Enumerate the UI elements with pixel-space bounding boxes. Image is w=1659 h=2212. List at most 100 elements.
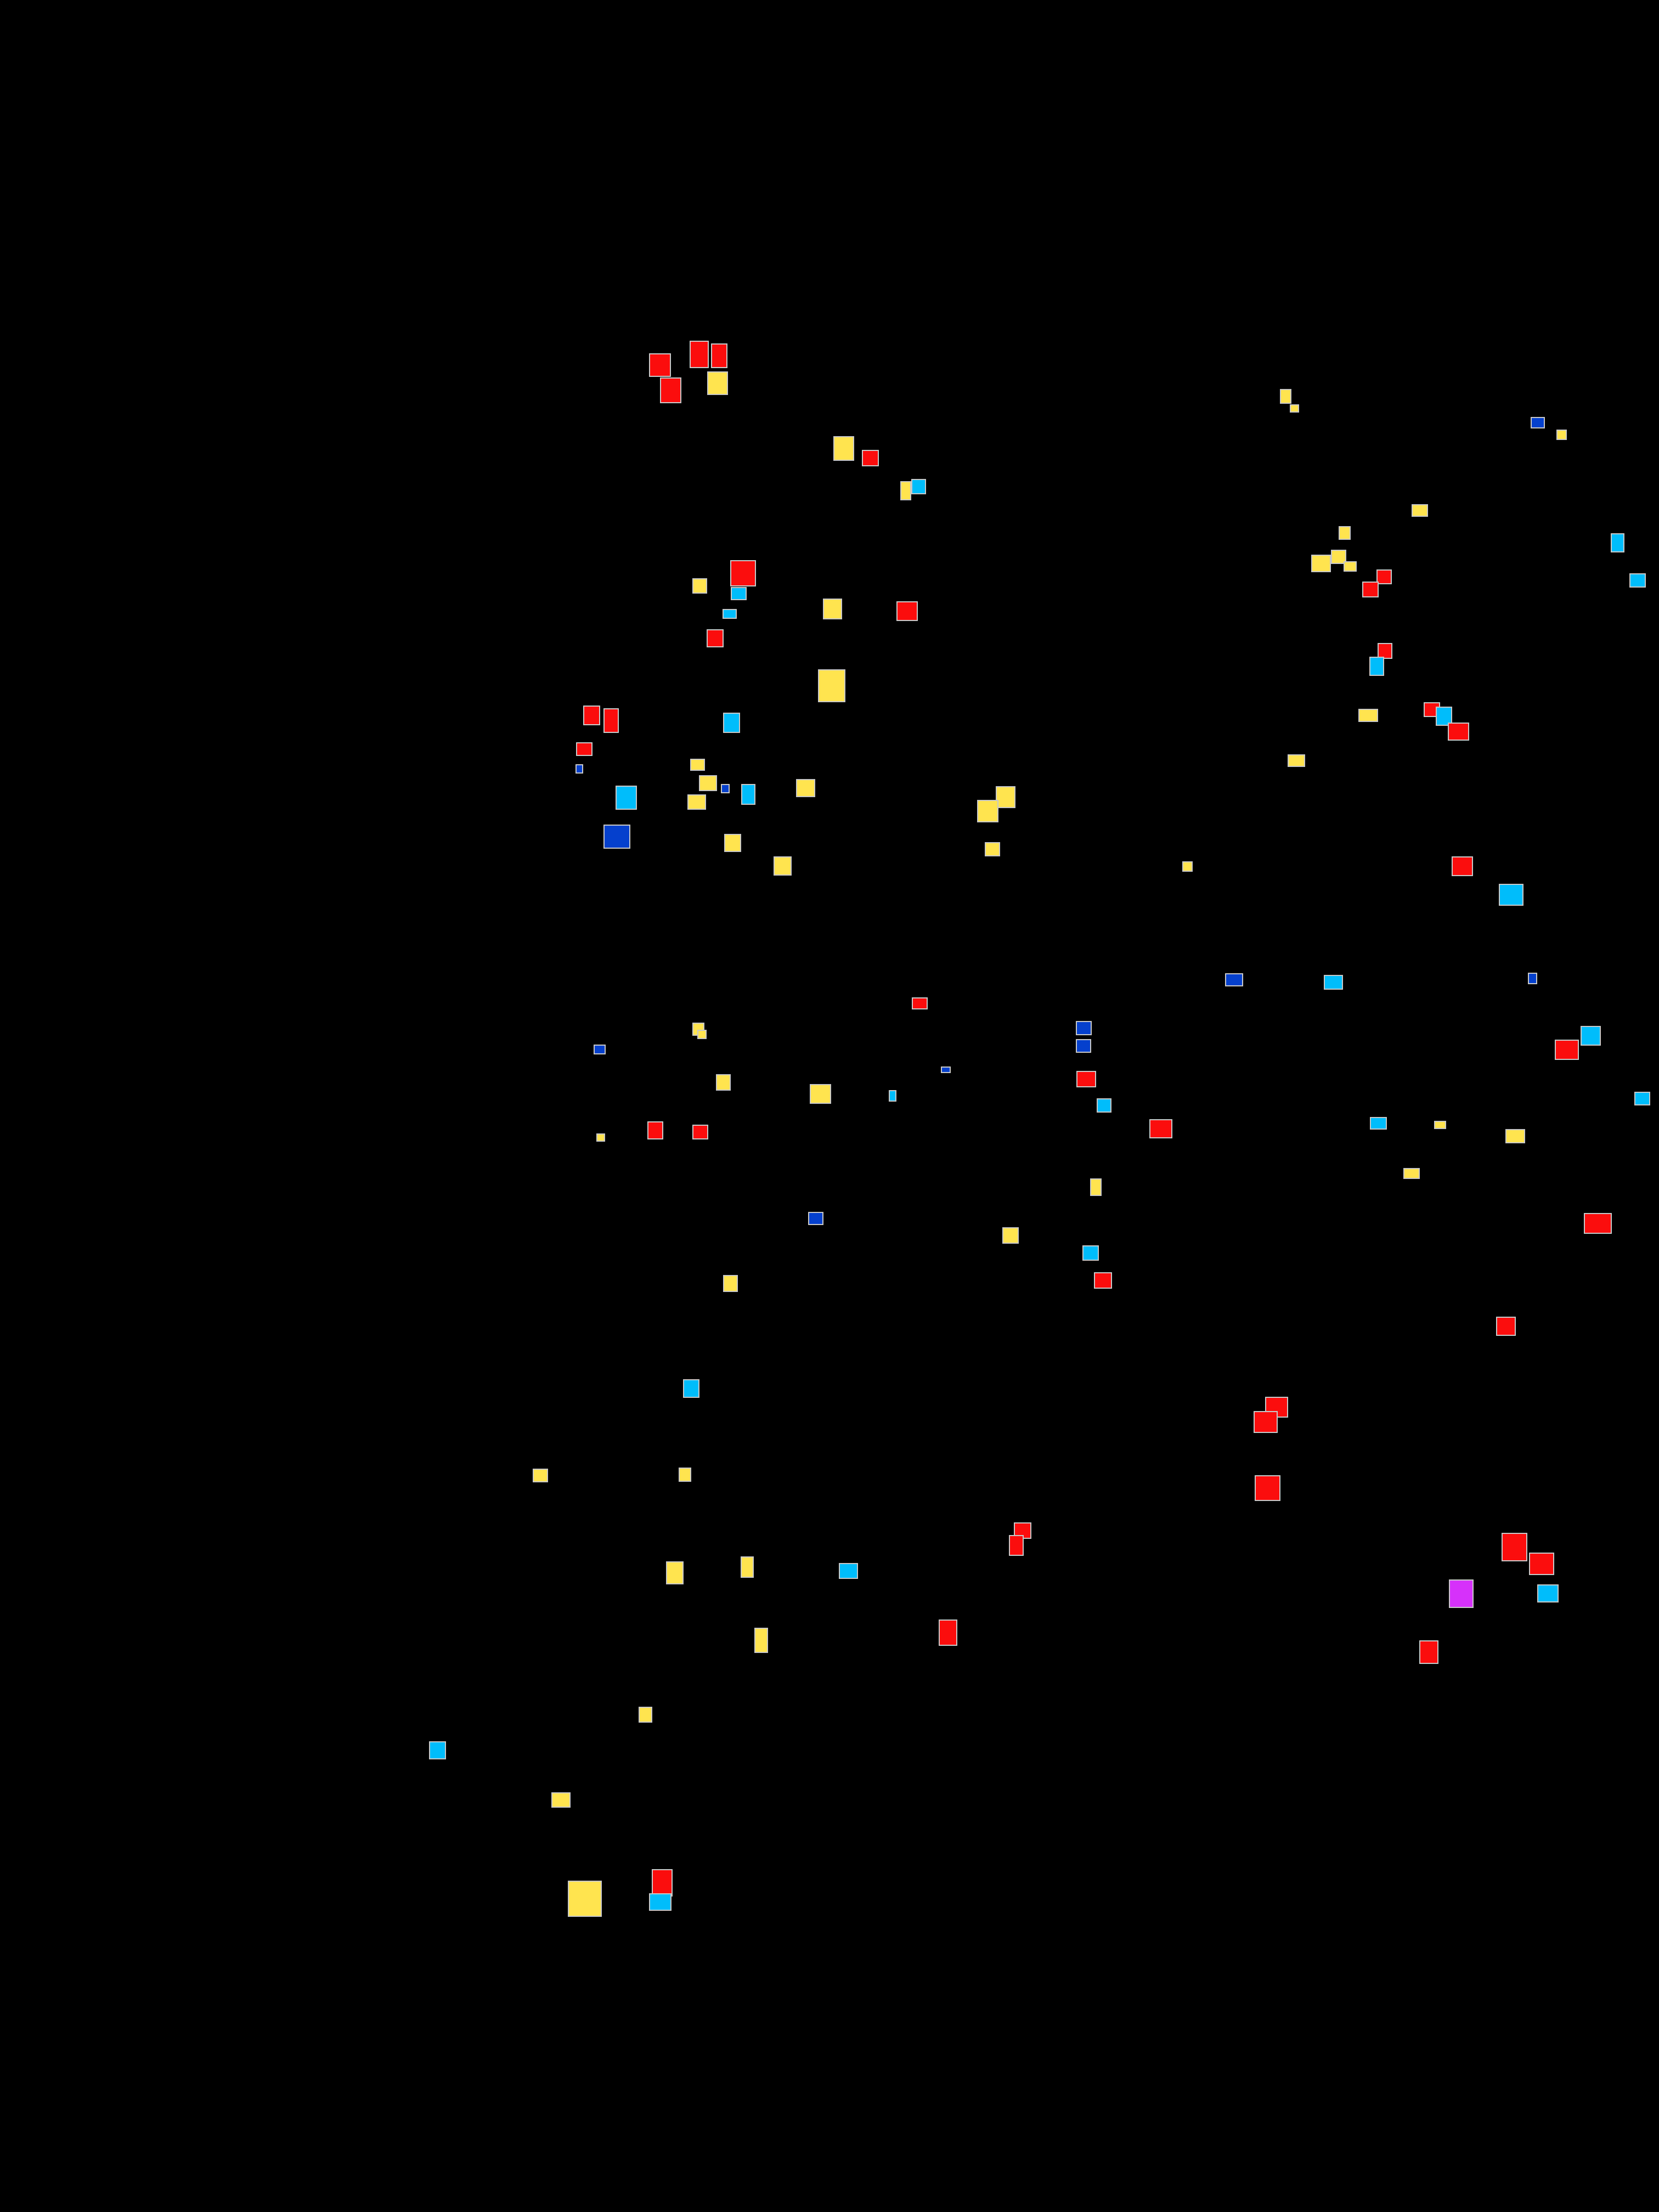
red-square [652, 1869, 673, 1897]
red-square [1502, 1533, 1527, 1561]
red-square [1149, 1119, 1172, 1138]
yellow-square [1288, 754, 1305, 767]
cyan-square [1499, 884, 1523, 906]
red-square [1529, 1553, 1554, 1575]
red-square [603, 708, 619, 733]
cyan-square [839, 1563, 858, 1579]
yellow-square [697, 1030, 707, 1039]
yellow-square [1002, 1227, 1019, 1244]
red-square [912, 997, 928, 1009]
yellow-square [723, 1275, 738, 1292]
yellow-square [1290, 404, 1299, 413]
cyan-square [429, 1741, 446, 1759]
red-square [707, 629, 724, 647]
yellow-square [1331, 550, 1346, 564]
yellow-square [900, 481, 911, 500]
blue-square [1225, 973, 1243, 986]
blue-square [941, 1066, 951, 1073]
red-square [939, 1620, 957, 1646]
blue-square [575, 764, 583, 774]
yellow-square [568, 1881, 602, 1917]
red-square [896, 601, 918, 621]
yellow-square [818, 669, 845, 702]
yellow-square [1344, 561, 1357, 572]
yellow-square [1412, 504, 1428, 517]
blue-square [1076, 1039, 1091, 1053]
yellow-square [1311, 555, 1331, 572]
red-square [1376, 569, 1392, 584]
red-square [1448, 723, 1469, 741]
blue-square [721, 784, 730, 793]
red-square [1094, 1272, 1112, 1289]
red-square [649, 353, 671, 377]
magenta-square [1449, 1579, 1474, 1608]
yellow-square [724, 834, 741, 852]
red-square [647, 1121, 663, 1139]
red-square [711, 343, 727, 368]
yellow-square [1434, 1121, 1446, 1129]
cyan-square [683, 1379, 699, 1398]
red-square [862, 450, 879, 466]
yellow-square [1280, 389, 1291, 404]
yellow-square [1403, 1168, 1420, 1179]
yellow-square [596, 1133, 605, 1142]
blue-square [1531, 417, 1545, 428]
yellow-square [810, 1084, 831, 1104]
yellow-square [692, 578, 707, 594]
yellow-square [1358, 709, 1378, 722]
cyan-square [649, 1893, 672, 1911]
cyan-square [723, 713, 740, 733]
yellow-square [679, 1468, 691, 1482]
red-square [1076, 1071, 1096, 1087]
blue-square [594, 1045, 606, 1054]
yellow-square [666, 1561, 684, 1584]
red-square [690, 341, 709, 368]
blue-square [1528, 973, 1537, 984]
red-square [1496, 1317, 1516, 1336]
cyan-square [1611, 533, 1624, 552]
cyan-square [1537, 1584, 1559, 1602]
cyan-square [741, 784, 755, 805]
yellow-square [639, 1707, 652, 1723]
cyan-square [1369, 657, 1384, 676]
cyan-square [1097, 1098, 1111, 1113]
yellow-square [699, 775, 717, 791]
cyan-square [616, 786, 637, 810]
yellow-square [823, 599, 842, 619]
cyan-square [889, 1090, 896, 1102]
yellow-square [977, 800, 998, 822]
cyan-square [1370, 1117, 1387, 1130]
red-square [1452, 856, 1473, 876]
yellow-square [833, 436, 854, 461]
yellow-square [754, 1628, 768, 1653]
red-square [1584, 1213, 1612, 1234]
yellow-square [741, 1556, 754, 1578]
yellow-square [774, 856, 792, 876]
red-square [1419, 1640, 1438, 1664]
red-square [576, 742, 592, 756]
blue-square [1076, 1021, 1092, 1035]
yellow-square [1339, 526, 1351, 540]
red-square [1255, 1475, 1280, 1501]
cyan-square [723, 609, 737, 619]
yellow-square [687, 794, 706, 810]
red-square [1009, 1535, 1024, 1556]
yellow-square [996, 786, 1015, 808]
red-square [1378, 643, 1392, 659]
yellow-square [1505, 1129, 1525, 1143]
blue-square [808, 1212, 823, 1225]
cyan-square [1082, 1245, 1099, 1261]
red-square [583, 706, 600, 725]
cyan-square [1581, 1026, 1601, 1046]
yellow-square [1090, 1178, 1102, 1196]
yellow-square [707, 371, 728, 395]
red-square [1362, 582, 1379, 597]
cyan-square [911, 479, 926, 494]
yellow-square [1182, 861, 1193, 872]
cyan-square [1629, 573, 1646, 588]
cyan-square [731, 587, 747, 600]
yellow-square [551, 1792, 571, 1808]
red-square [660, 377, 681, 403]
yellow-square [690, 759, 705, 771]
